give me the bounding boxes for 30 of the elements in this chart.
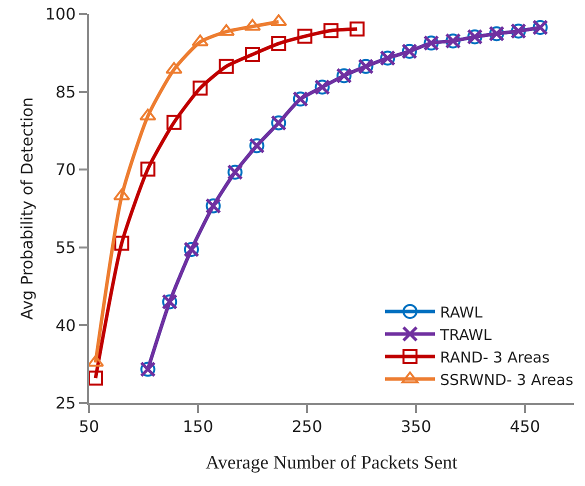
point [323,23,338,38]
point [244,46,260,62]
point [244,18,261,31]
x-tick-label: 50 [78,417,100,436]
x-tick-label: 250 [292,417,322,436]
legend-label: TRAWL [439,326,492,344]
point [114,236,130,251]
legend-label: SSRWND- 3 Areas [440,370,574,389]
point [297,28,312,44]
point [350,22,365,37]
point [270,14,288,26]
legend-label: RAND- 3 Areas [440,348,550,366]
x-axis-title: Average Number of Packets Sent [206,452,458,474]
y-tick-label: 40 [55,316,76,335]
point [89,370,104,386]
point [166,114,182,130]
legend-label: RAWL [440,303,484,322]
x-tick-label: 450 [510,417,540,436]
x-tick-label: 150 [182,417,214,436]
point [271,36,286,52]
y-tick-label: 100 [45,4,76,24]
y-tick-label: 70 [55,160,76,180]
point [192,80,208,96]
point [140,162,156,177]
point [218,58,234,74]
y-tick-label: 25 [55,394,76,413]
y-tick-label: 85 [55,82,76,102]
x-tick-label: 350 [400,417,432,436]
y-axis-title: Avg Probability of Detection [18,97,37,320]
y-tick-label: 55 [55,238,76,257]
